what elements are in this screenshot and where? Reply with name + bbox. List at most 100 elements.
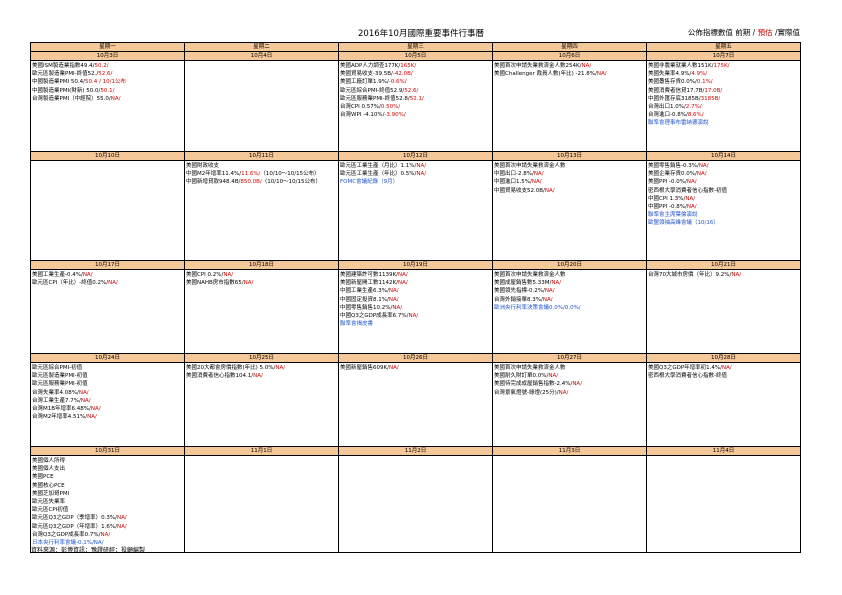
event-label: 中國製造業PMI(財新) 50.0/ [32, 87, 101, 94]
date-cell: 10月27日 [492, 353, 647, 363]
event-item: 歐元區Q3之GDP（季增率）0.3%/NA/ [32, 514, 183, 522]
event-value: NA/ [90, 406, 101, 413]
event-label: 美國建築許可數1139K/ [340, 272, 398, 278]
calendar-table: 星期一 星期二 星期三 星期四 星期五 10月3日 10月4日 10月5日 10月6日… [30, 42, 801, 553]
date-cell: 11月4日 [646, 446, 801, 456]
event-value: NA/ [116, 523, 127, 530]
event-item: 美國首次申請失業救濟金人數 [494, 162, 645, 170]
day-cell: 美國零售銷售-0.3%/NA/美國企業存貨0.0%/NA/美國PPI -0.0%… [646, 160, 801, 261]
date-cell: 10月21日 [646, 260, 801, 270]
event-label: 台灣工業生產7.7%/ [32, 397, 81, 404]
event-note: 歐盟領袖高峰會議（10/16） [648, 219, 799, 227]
date-cell: 11月2日 [338, 446, 493, 456]
event-value: 52.6/ [98, 71, 113, 78]
event-item: 美國失業率4.9%/4.9%/ [648, 70, 799, 78]
events-row: 美國工業生產-0.4%/NA/歐元區CPI（年比）-終值0.2%/NA/美國CP… [30, 269, 801, 354]
event-item: 美國CPI 0.2%/NA/ [186, 271, 337, 279]
event-value: NA/ [388, 288, 399, 295]
weekday-header: 星期五 [646, 42, 801, 52]
event-label: 歐元區製造業PMI-終值52./ [32, 71, 99, 78]
event-value: NA/ [388, 365, 399, 371]
event-label: 歐元區Q3之GDP（季增率）0.3%/ [32, 515, 117, 522]
event-item: 美國Q3之GDP年增率初1.4%/NA/ [648, 364, 799, 372]
date-cell: 10月31日 [30, 446, 185, 456]
event-item: 中國外匯存底3185B/3185B/ [648, 95, 799, 103]
event-value: 17.0B/ [704, 87, 723, 94]
event-item: 美國貿易收支-39.5B/-42.0B/ [340, 70, 491, 78]
event-label: 美國非農業就業人數151K/ [648, 63, 714, 69]
page-title: 2016年10月國際重要事件行事曆 [358, 29, 484, 39]
event-value: NA/ [108, 280, 118, 287]
event-value: 52.6/ [404, 87, 419, 94]
event-item: 台灣進口-0.8%/8.6%/ [648, 111, 799, 119]
event-label: 美國芝加哥PMI [32, 490, 70, 497]
event-item: 美國芝加哥PMI [32, 490, 183, 498]
event-value: NA/ [110, 95, 121, 102]
event-label: 聯準會主席葉倫演說 [648, 212, 698, 219]
event-label: 台灣景氣燈號-綠燈(25分)/ [494, 389, 559, 396]
date-row: 10月17日 10月18日 10月19日 10月20日 10月21日 [30, 260, 801, 270]
date-cell: 10月3日 [30, 51, 185, 61]
day-cell [184, 60, 339, 152]
event-note: 聯準會理事布雷納德演說 [648, 119, 799, 127]
day-cell: 台灣70大城市房價（年比）9.2%/NA/ [646, 269, 801, 354]
date-cell: 10月4日 [184, 51, 339, 61]
event-value: -0.6%/ [388, 79, 407, 86]
event-item: 台灣出口1.0%/2.7%/ [648, 103, 799, 111]
event-label: 美國20大都會房價指數(年比) 5.0%/ [186, 365, 276, 371]
event-value: NA/ [78, 389, 89, 396]
event-value: NA/ [533, 171, 544, 178]
event-item: 美國待完成成屋銷售指數-2.4%/NA/ [494, 380, 645, 388]
event-label: 美國財政收支 [186, 163, 220, 169]
event-value: NA/ [87, 414, 97, 421]
day-cell: 美國首次申請失業救濟金人數254K/NA/美國Challenger 裁員人數(年… [492, 60, 647, 152]
event-label: 歐元區綜合PMI-終值52.9/ [340, 87, 405, 94]
event-value: NA/ [686, 204, 697, 211]
event-value: 50.1/ [100, 87, 115, 94]
event-label: 中國工業生產6.3%/ [340, 288, 389, 295]
date-cell: 10月7日 [646, 51, 801, 61]
date-cell: 10月17日 [30, 260, 185, 270]
event-label: 中國Q3之GDP成長率6.7%/ [340, 313, 409, 320]
event-label: 歐元區CPI初值 [32, 507, 69, 514]
date-row: 10月24日 10月25日 10月26日 10月27日 10月28日 [30, 353, 801, 363]
event-label: 歐元區Q3之GDP（年增率）1.6%/ [32, 523, 117, 530]
event-label: 台灣M2年增率4.51%/ [32, 414, 88, 421]
event-label: 美國企業存貨0.0%/ [648, 171, 697, 178]
event-label: 美國ISM製造業指數49.4/ [32, 63, 95, 69]
event-item: 台灣CPI 0.57%/0.50%/ [340, 103, 491, 111]
event-note: 日本央行利率會議-0.1%/NA/ [32, 539, 183, 547]
event-label: 中國製造業PMI 50.4/ [32, 79, 86, 86]
date-cell: 10月5日 [338, 51, 493, 61]
event-item: 美國財政收支 [186, 162, 337, 170]
event-label: 歐元區工業生產（月比）1.1%/ [340, 163, 417, 169]
event-value: NA/ [542, 296, 553, 303]
legend-actual: /實際值 [772, 28, 800, 37]
event-item: 美國Challenger 裁員人數(年比) -21.8%/NA/ [494, 70, 645, 78]
day-cell: 美國首次申請失業救濟金人數 中國出口-2.8%/NA/中國進口1.5%/NA/中國… [492, 160, 647, 261]
event-value: NA/ [685, 195, 696, 202]
event-item: 台灣WPI -4.10%/-3.90%/ [340, 111, 491, 119]
event-label: 美國首次申請失業救濟金人數254K/ [494, 63, 582, 69]
event-label: 中國出口-2.8%/ [494, 171, 534, 178]
day-cell: 美國ISM製造業指數49.4/50.2/歐元區製造業PMI-終值52./52.6… [30, 60, 185, 152]
event-item: 中國製造業PMI 50.4/50.4 / 10/1公布 [32, 78, 183, 86]
event-label: 歐元區工業生產（年比）0.5%/ [340, 171, 417, 178]
event-label: 中國新增貸款948.4B/ [186, 179, 241, 186]
event-value: NA/ [408, 313, 419, 320]
event-item: 歐元區工業生產（年比）0.5%/NA/ [340, 170, 491, 178]
event-item: 歐元區服務業PMI-初值 [32, 380, 183, 388]
event-suffix: （10/10～10/15公布） [260, 171, 320, 178]
event-item: 中國Q3之GDP成長率6.7%/NA/ [340, 312, 491, 320]
weekday-header-row: 星期一 星期二 星期三 星期四 星期五 [30, 42, 801, 52]
event-item: 中國CPI 1.3%/NA/ [648, 195, 799, 203]
event-item: 中國進口1.5%/NA/ [494, 178, 645, 186]
event-item: 美國個人支出 [32, 465, 183, 473]
event-item: 美國NAHB房市指數65/NA/ [186, 279, 337, 287]
event-value: NA/ [731, 272, 742, 278]
event-note: 聯準會主席葉倫演說 [648, 211, 799, 219]
event-item: 中國工業生產6.3%/NA/ [340, 287, 491, 295]
event-label: 美國零售銷售-0.3%/ [648, 163, 699, 169]
event-value: NA/ [596, 71, 607, 78]
event-suffix: （10/10～10/15公布） [261, 179, 321, 186]
